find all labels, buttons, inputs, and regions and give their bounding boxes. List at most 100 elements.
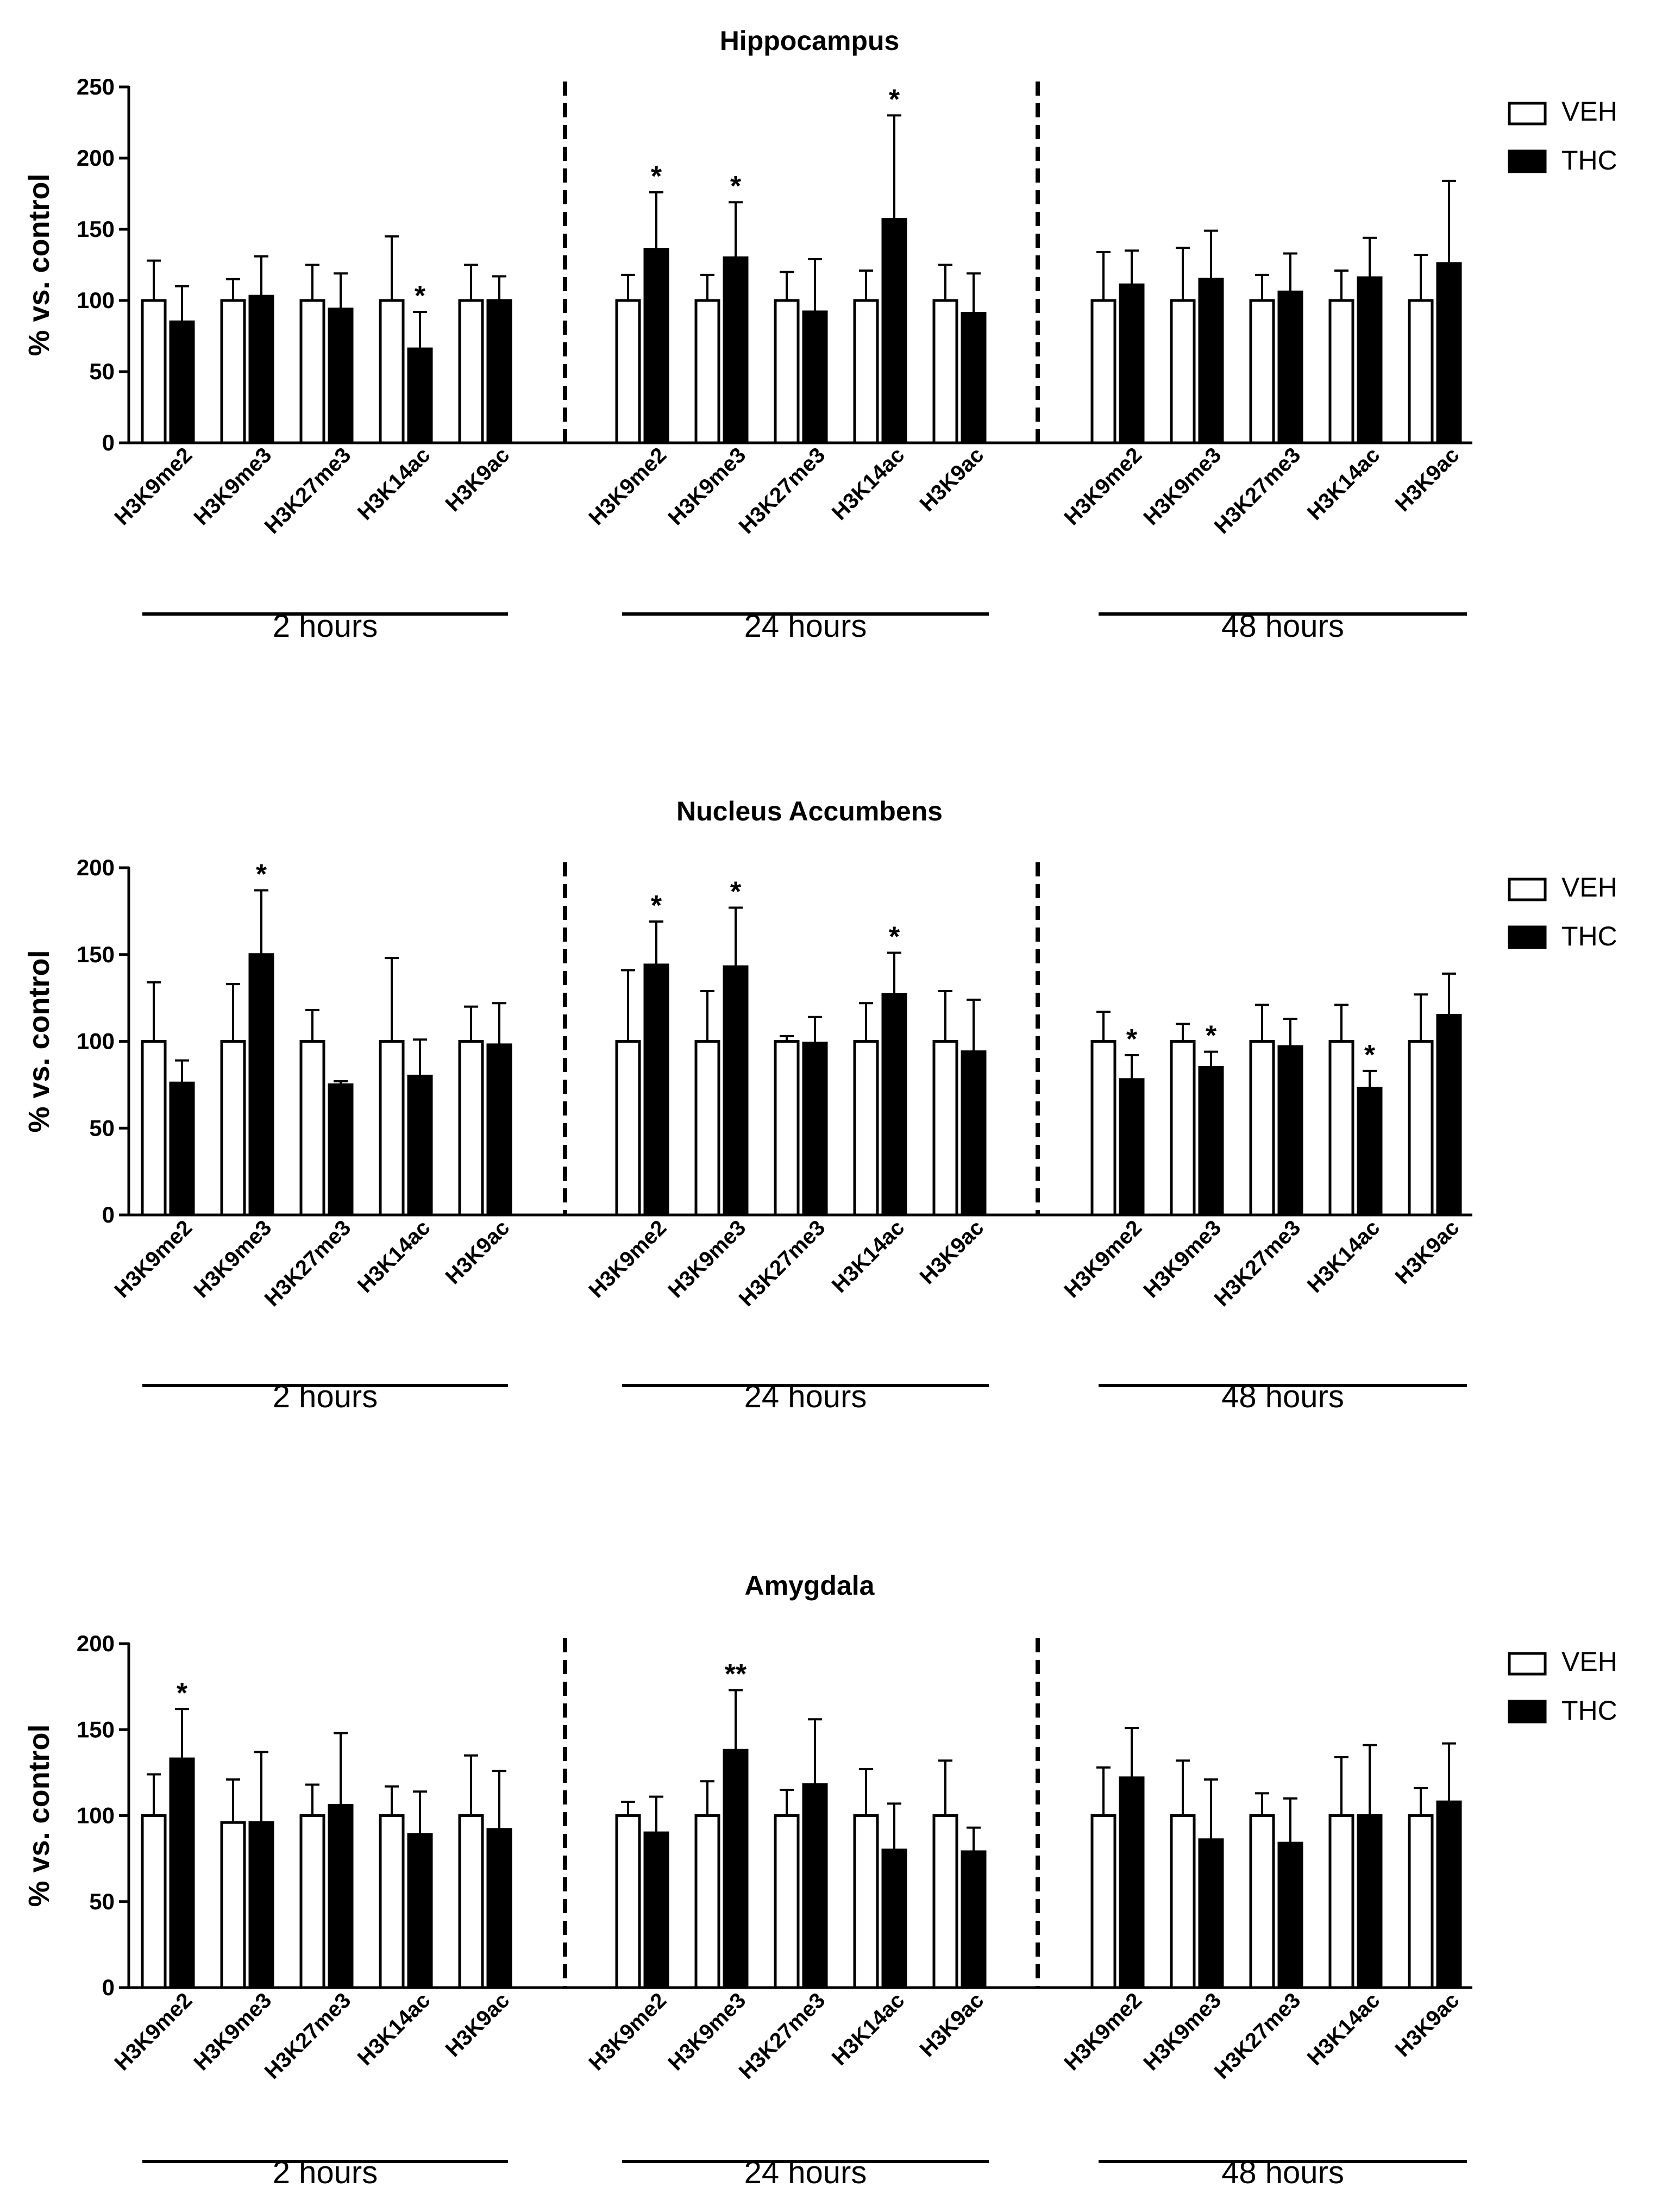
thc-bar — [961, 312, 987, 444]
significance-marker: * — [1364, 1039, 1376, 1071]
x-tick-label: H3K9ac — [915, 1988, 988, 2061]
significance-marker: * — [889, 84, 900, 115]
significance-marker: * — [651, 161, 662, 192]
thc-bar — [169, 1081, 195, 1217]
thc-bar — [1198, 278, 1224, 444]
significance-marker: * — [651, 890, 662, 922]
legend: VEH THC — [1508, 96, 1617, 176]
y-tick-label: 100 — [77, 287, 115, 313]
thc-bar — [881, 218, 907, 444]
thc-bar — [723, 965, 749, 1217]
veh-bar — [853, 1814, 879, 1989]
veh-bar — [1328, 1814, 1354, 1989]
y-tick-label: 50 — [89, 359, 115, 384]
thc-bar — [1277, 1841, 1303, 1989]
thc-bar — [1436, 262, 1462, 444]
thc-bar — [328, 1083, 354, 1217]
veh-bar — [853, 299, 879, 444]
thc-bar — [1357, 1814, 1383, 1989]
significance-marker: * — [1206, 1020, 1217, 1052]
y-tick-label: 150 — [77, 216, 115, 242]
thc-bar — [1119, 1776, 1145, 1989]
group-label: 48 hours — [1221, 609, 1344, 644]
x-tick-label: H3K9ac — [441, 1215, 514, 1289]
x-tick-label: H3K9me3 — [189, 1988, 276, 2075]
veh-bar — [299, 1040, 325, 1217]
y-tick-label: 100 — [77, 1029, 115, 1054]
x-tick-label: H3K9ac — [915, 1215, 988, 1289]
x-tick-label: H3K27me3 — [260, 443, 356, 538]
veh-bar — [1328, 1040, 1354, 1217]
thc-bar — [407, 347, 433, 444]
group-label: 24 hours — [744, 1379, 867, 1414]
veh-bar — [1249, 1814, 1275, 1989]
panel-title: Nucleus Accumbens — [676, 796, 943, 826]
veh-bar — [615, 1040, 641, 1217]
thc-bar — [643, 248, 669, 444]
x-tick-label: H3K14ac — [353, 1215, 435, 1298]
veh-bar — [1170, 1040, 1196, 1217]
veh-bar — [141, 1814, 167, 1989]
veh-bar — [1090, 1040, 1116, 1217]
veh-bar — [299, 299, 325, 444]
legend-thc-swatch — [1508, 1700, 1547, 1724]
x-tick-label: H3K27me3 — [260, 1988, 356, 2084]
thc-bar — [328, 1804, 354, 1989]
legend: VEH THC — [1508, 1646, 1617, 1726]
x-tick-label: H3K9me2 — [110, 1215, 197, 1302]
veh-bar — [694, 299, 720, 444]
y-tick-label: 100 — [77, 1803, 115, 1828]
significance-marker: * — [1126, 1024, 1138, 1055]
thc-bar — [328, 308, 354, 444]
veh-bar — [220, 1821, 246, 1989]
veh-bar — [1090, 1814, 1116, 1989]
legend-veh-label: VEH — [1561, 96, 1617, 127]
x-tick-label: H3K9me3 — [1139, 443, 1226, 530]
veh-bar — [379, 299, 405, 444]
veh-bar — [458, 1814, 484, 1989]
x-tick-label: H3K9me2 — [1059, 1988, 1146, 2075]
significance-marker: * — [415, 280, 426, 312]
x-tick-label: H3K9ac — [1390, 1988, 1464, 2061]
veh-bar — [1249, 1040, 1275, 1217]
panel-0: Hippocampus % vs. control 0 50 100 150 200 250 H… — [23, 26, 1617, 644]
thc-bar — [723, 1749, 749, 1989]
panel-1: Nucleus Accumbens % vs. control 0 50 100 150 2… — [23, 796, 1617, 1414]
y-tick-label: 200 — [77, 145, 115, 171]
y-tick-label: 0 — [102, 1975, 115, 2000]
x-tick-label: H3K9me2 — [110, 443, 197, 530]
y-tick-label: 150 — [77, 942, 115, 967]
x-tick-label: H3K14ac — [1303, 1988, 1385, 2070]
veh-bar — [220, 1040, 246, 1217]
x-tick-label: H3K9ac — [915, 443, 988, 516]
thc-bar — [1357, 1087, 1383, 1217]
significance-marker: * — [730, 171, 742, 202]
veh-bar — [1249, 299, 1275, 444]
thc-bar — [1198, 1066, 1224, 1217]
veh-bar — [615, 299, 641, 444]
x-tick-label: H3K27me3 — [1210, 443, 1306, 538]
group-label: 2 hours — [273, 609, 378, 644]
thc-bar — [1357, 276, 1383, 444]
thc-bar — [407, 1074, 433, 1217]
group-label: 48 hours — [1221, 1379, 1344, 1414]
thc-bar — [248, 294, 274, 444]
x-tick-label: H3K27me3 — [735, 1988, 830, 2084]
x-tick-label: H3K9me3 — [1139, 1988, 1226, 2075]
y-axis-label: % vs. control — [23, 950, 55, 1132]
thc-bar — [802, 1783, 828, 1989]
veh-bar — [932, 299, 958, 444]
legend-veh-label: VEH — [1561, 1646, 1617, 1677]
legend-veh-swatch — [1508, 878, 1547, 901]
group-label: 2 hours — [273, 1379, 378, 1414]
thc-bar — [169, 320, 195, 444]
significance-marker: ** — [725, 1658, 747, 1690]
veh-bar — [1170, 299, 1196, 444]
thc-bar — [961, 1850, 987, 1989]
y-tick-label: 50 — [89, 1889, 115, 1914]
